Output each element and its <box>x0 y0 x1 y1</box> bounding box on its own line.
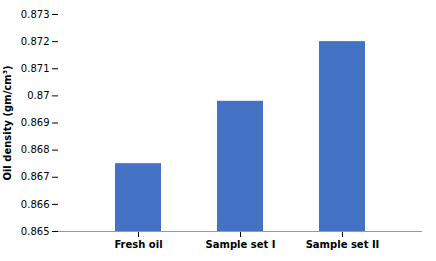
svg-text:0.865: 0.865 <box>21 226 50 237</box>
svg-text:0.867: 0.867 <box>21 171 50 182</box>
svg-text:Sample set I: Sample set I <box>206 239 276 250</box>
svg-text:Fresh oil: Fresh oil <box>114 239 162 250</box>
svg-text:0.871: 0.871 <box>21 63 50 74</box>
svg-text:0.873: 0.873 <box>21 9 50 20</box>
svg-text:0.87: 0.87 <box>27 90 49 101</box>
svg-text:Oil density (gm/cm³): Oil density (gm/cm³) <box>2 65 13 180</box>
svg-text:0.869: 0.869 <box>21 117 50 128</box>
svg-text:Sample set II: Sample set II <box>306 239 380 250</box>
svg-text:0.866: 0.866 <box>21 199 50 210</box>
svg-text:0.872: 0.872 <box>21 36 50 47</box>
svg-text:0.868: 0.868 <box>21 144 50 155</box>
